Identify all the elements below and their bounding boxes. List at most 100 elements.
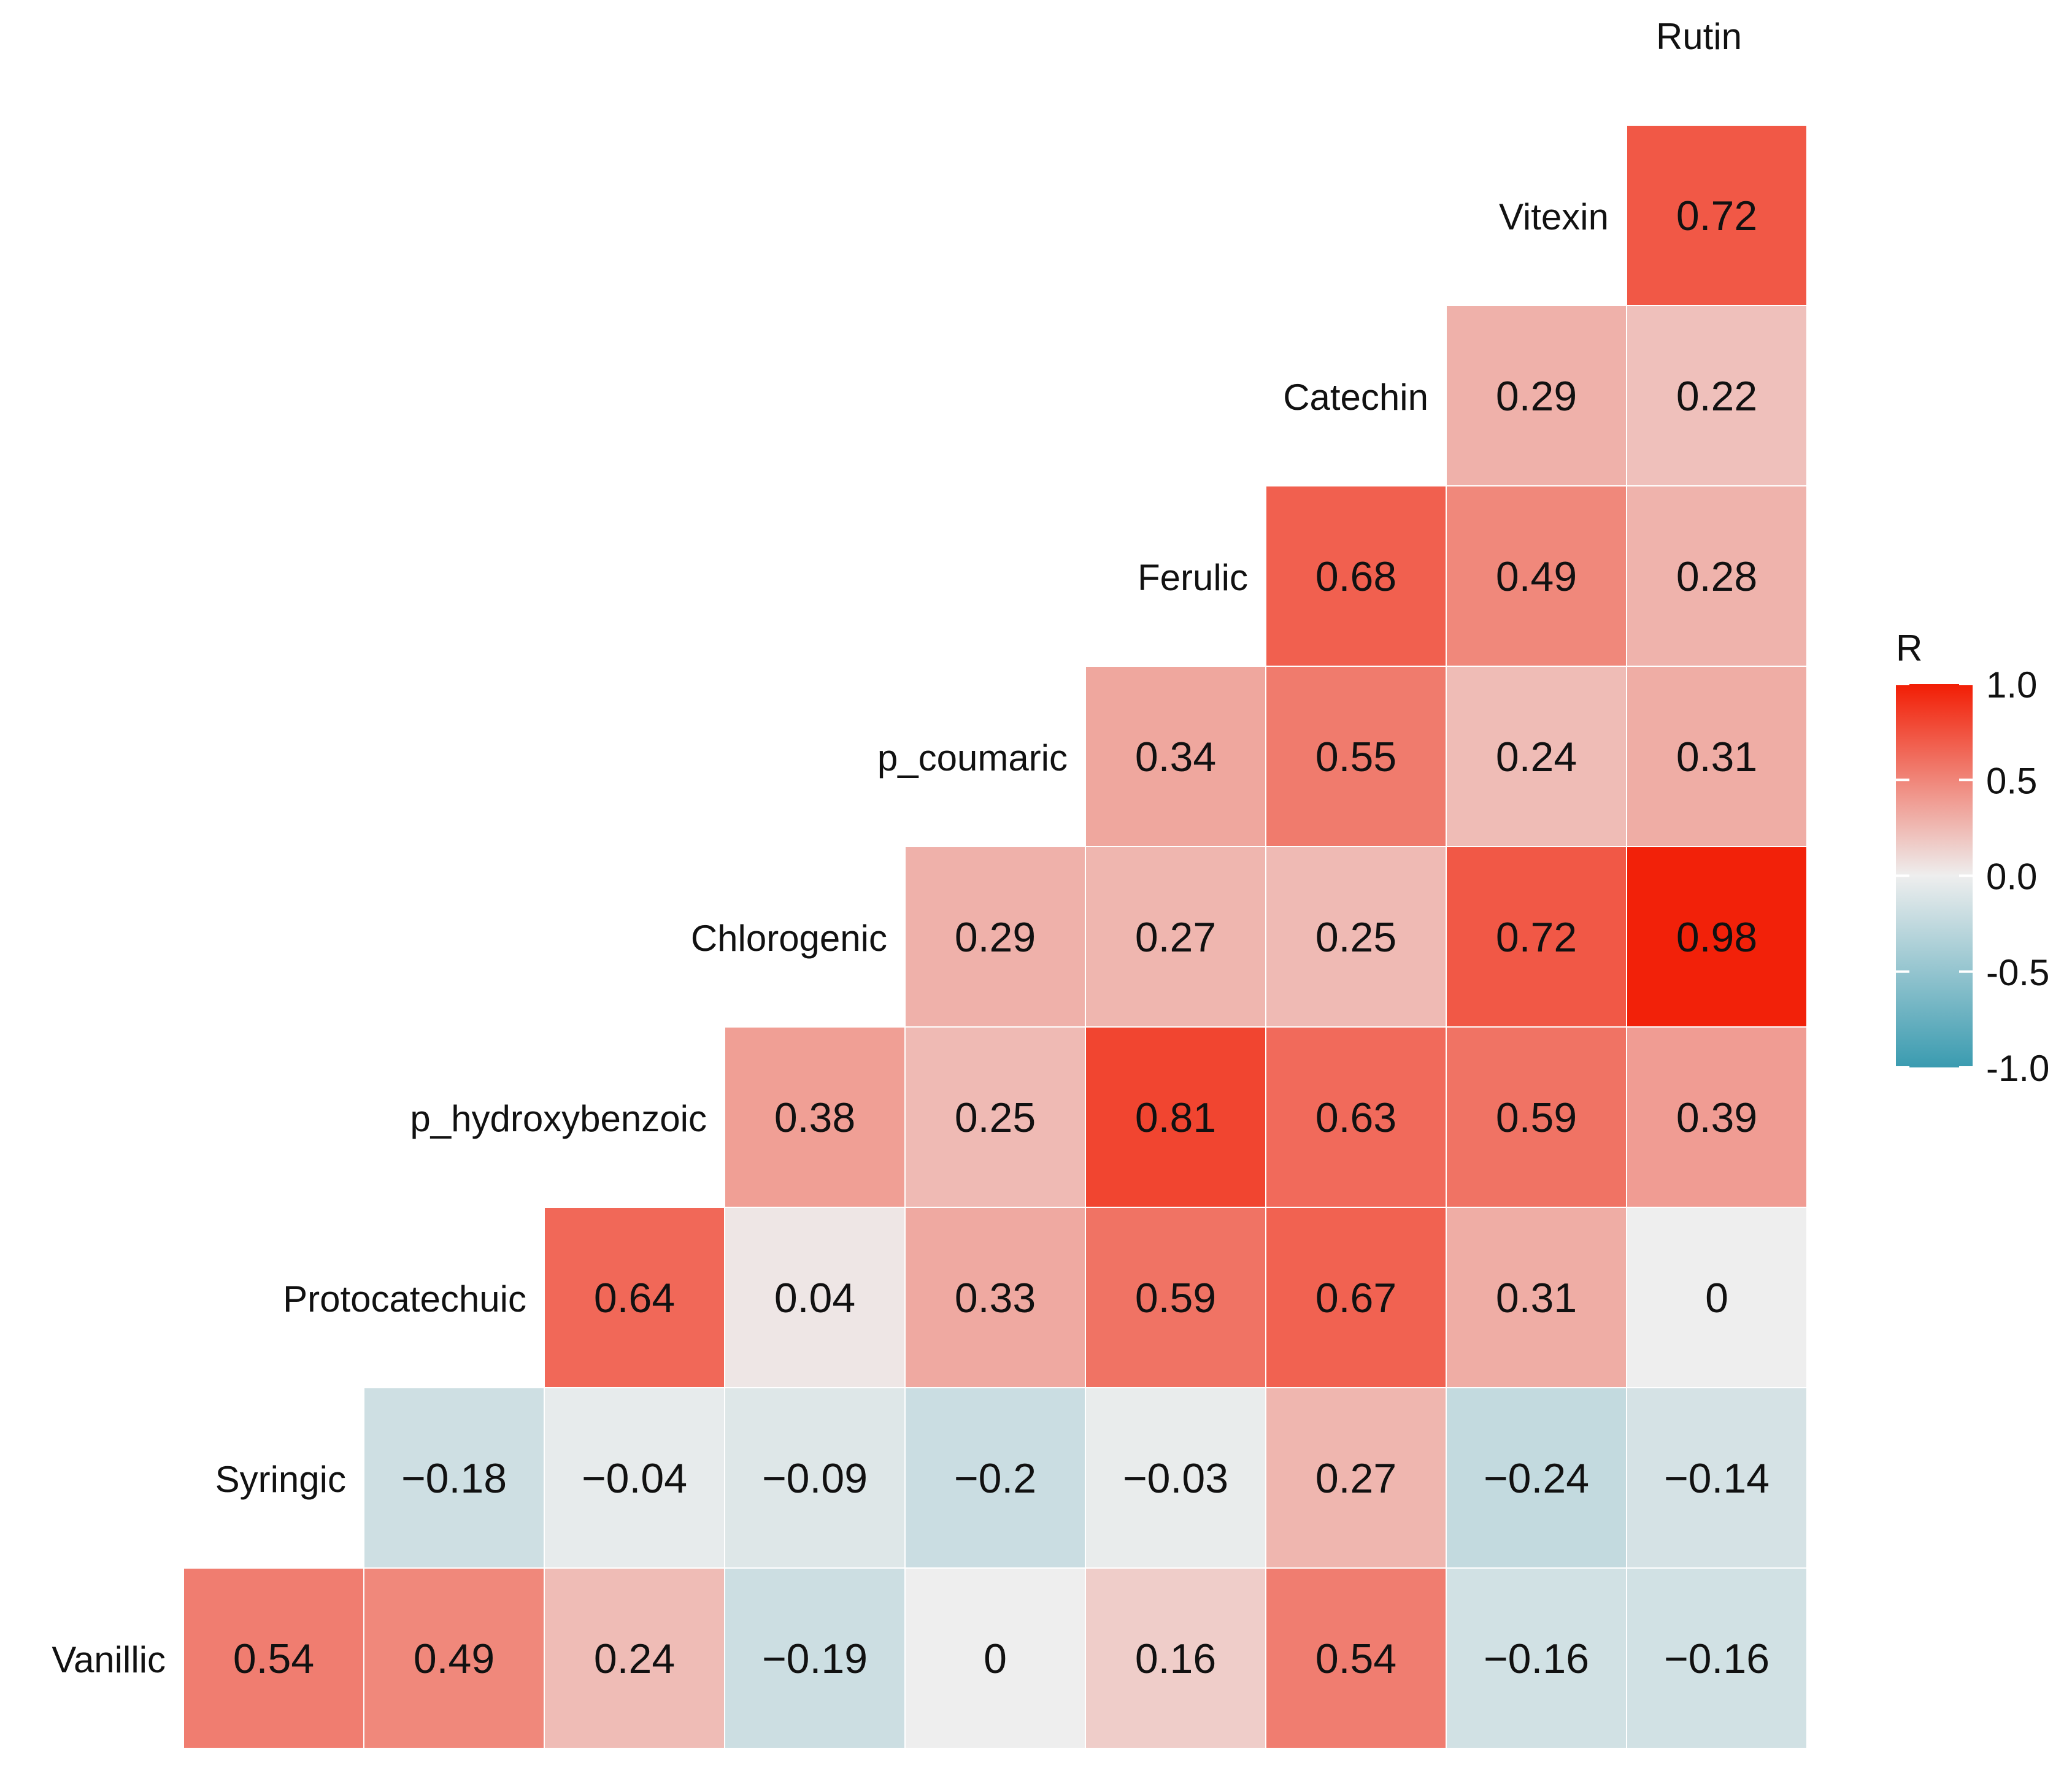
cell-p-coumaric-ferulic [1086, 667, 1265, 846]
cell-vanillic-p-coumaric [906, 1569, 1085, 1748]
row-label-p-hydroxybenzoic: p_hydroxybenzoic [410, 1098, 707, 1139]
cell-p-hydroxybenzoic-chlorogenic [725, 1028, 904, 1207]
cell-value-ferulic-vitexin: 0.49 [1496, 553, 1577, 600]
cell-vanillic-protocatechuic [364, 1569, 544, 1748]
legend-title: R [1896, 628, 1922, 669]
cell-value-p-coumaric-rutin: 0.31 [1676, 734, 1757, 780]
cell-value-vanillic-p-coumaric: 0 [984, 1636, 1007, 1682]
legend-tick-label: -0.5 [1986, 952, 2049, 993]
cell-value-protocatechuic-rutin: 0 [1705, 1275, 1728, 1321]
row-label-catechin: Catechin [1283, 377, 1428, 418]
cell-value-chlorogenic-p-coumaric: 0.29 [955, 914, 1036, 961]
cell-value-p-hydroxybenzoic-vitexin: 0.59 [1496, 1094, 1577, 1141]
cell-value-catechin-vitexin: 0.29 [1496, 373, 1577, 420]
cell-vanillic-p-hydroxybenzoic [545, 1569, 724, 1748]
cell-p-coumaric-catechin [1266, 667, 1446, 846]
cell-value-syringic-catechin: 0.27 [1315, 1455, 1396, 1502]
cell-chlorogenic-vitexin [1447, 847, 1626, 1026]
cell-value-protocatechuic-catechin: 0.67 [1315, 1275, 1396, 1321]
cell-value-p-coumaric-catechin: 0.55 [1315, 734, 1396, 780]
cell-vanillic-ferulic [1086, 1569, 1265, 1748]
cell-value-p-coumaric-vitexin: 0.24 [1496, 734, 1577, 780]
cell-value-vanillic-catechin: 0.54 [1315, 1636, 1396, 1682]
row-label-protocatechuic: Protocatechuic [283, 1278, 526, 1320]
cell-value-protocatechuic-p-coumaric: 0.33 [955, 1275, 1036, 1321]
cell-p-hydroxybenzoic-ferulic [1086, 1028, 1265, 1207]
cell-value-vanillic-vitexin: −0.16 [1484, 1636, 1589, 1682]
cell-value-syringic-vitexin: −0.24 [1484, 1455, 1589, 1502]
cell-value-syringic-ferulic: −0.03 [1123, 1455, 1228, 1502]
cell-protocatechuic-vitexin [1447, 1208, 1626, 1387]
cell-chlorogenic-p-coumaric [906, 847, 1085, 1026]
cell-value-protocatechuic-p-hydroxybenzoic: 0.64 [594, 1275, 675, 1321]
cell-catechin-rutin [1627, 306, 1806, 485]
cell-syringic-catechin [1266, 1388, 1446, 1567]
cell-vanillic-syringic [184, 1569, 363, 1748]
cell-value-protocatechuic-vitexin: 0.31 [1496, 1275, 1577, 1321]
cell-protocatechuic-p-coumaric [906, 1208, 1085, 1387]
cell-vanillic-catechin [1266, 1569, 1446, 1748]
legend-tick-label: 0.5 [1986, 760, 2037, 801]
row-label-ferulic: Ferulic [1138, 557, 1248, 598]
cell-p-hydroxybenzoic-rutin [1627, 1028, 1806, 1207]
cell-syringic-vitexin [1447, 1388, 1626, 1567]
cell-value-chlorogenic-catechin: 0.25 [1315, 914, 1396, 961]
cell-protocatechuic-catechin [1266, 1208, 1446, 1387]
cell-chlorogenic-catechin [1266, 847, 1446, 1026]
cell-p-coumaric-rutin [1627, 667, 1806, 846]
cell-syringic-p-coumaric [906, 1388, 1085, 1567]
cell-syringic-p-hydroxybenzoic [545, 1388, 724, 1567]
cell-value-p-hydroxybenzoic-rutin: 0.39 [1676, 1094, 1757, 1141]
cell-value-p-hydroxybenzoic-catechin: 0.63 [1315, 1094, 1396, 1141]
cell-value-syringic-rutin: −0.14 [1664, 1455, 1770, 1502]
cell-ferulic-rutin [1627, 486, 1806, 666]
cell-protocatechuic-p-hydroxybenzoic [545, 1208, 724, 1387]
cell-chlorogenic-rutin [1627, 847, 1806, 1026]
cell-value-chlorogenic-ferulic: 0.27 [1135, 914, 1216, 961]
cell-value-vanillic-syringic: 0.54 [233, 1636, 314, 1682]
cell-ferulic-vitexin [1447, 486, 1626, 666]
cell-syringic-chlorogenic [725, 1388, 904, 1567]
cell-value-catechin-rutin: 0.22 [1676, 373, 1757, 420]
row-label-chlorogenic: Chlorogenic [691, 918, 887, 959]
legend-tick-label: 1.0 [1986, 664, 2037, 705]
cell-vanillic-vitexin [1447, 1569, 1626, 1748]
cell-catechin-vitexin [1447, 306, 1626, 485]
legend-tick-label: -1.0 [1986, 1048, 2049, 1089]
legend-tick-label: 0.0 [1986, 856, 2037, 898]
cell-syringic-rutin [1627, 1388, 1806, 1567]
cell-vanillic-chlorogenic [725, 1569, 904, 1748]
cell-value-vanillic-p-hydroxybenzoic: 0.24 [594, 1636, 675, 1682]
cell-value-chlorogenic-rutin: 0.98 [1676, 914, 1757, 961]
cell-value-ferulic-catechin: 0.68 [1315, 553, 1396, 600]
cell-value-p-coumaric-ferulic: 0.34 [1135, 734, 1216, 780]
cell-value-syringic-chlorogenic: −0.09 [762, 1455, 868, 1502]
cell-value-chlorogenic-vitexin: 0.72 [1496, 914, 1577, 961]
cell-value-p-hydroxybenzoic-chlorogenic: 0.38 [774, 1094, 855, 1141]
cell-value-vanillic-ferulic: 0.16 [1135, 1636, 1216, 1682]
heatmap-axis-labels: Rutin Vitexin Catechin Ferulic p_coumaric Chl… [52, 16, 1742, 1680]
cell-value-p-hydroxybenzoic-ferulic: 0.81 [1135, 1094, 1216, 1141]
cell-value-syringic-p-coumaric: −0.2 [954, 1455, 1036, 1502]
cell-chlorogenic-ferulic [1086, 847, 1265, 1026]
row-label-syringic: Syringic [215, 1459, 346, 1500]
cell-p-hydroxybenzoic-p-coumaric [906, 1028, 1085, 1207]
cell-vitexin-rutin [1627, 126, 1806, 305]
cell-vanillic-rutin [1627, 1569, 1806, 1748]
row-label-vitexin: Vitexin [1499, 196, 1609, 237]
cell-p-hydroxybenzoic-vitexin [1447, 1028, 1626, 1207]
cell-value-vanillic-protocatechuic: 0.49 [414, 1636, 495, 1682]
cell-syringic-protocatechuic [364, 1388, 544, 1567]
cell-value-syringic-p-hydroxybenzoic: −0.04 [582, 1455, 687, 1502]
cell-value-ferulic-rutin: 0.28 [1676, 553, 1757, 600]
cell-value-vitexin-rutin: 0.72 [1676, 193, 1757, 239]
cell-protocatechuic-ferulic [1086, 1208, 1265, 1387]
cell-value-vanillic-rutin: −0.16 [1664, 1636, 1770, 1682]
cell-value-p-hydroxybenzoic-p-coumaric: 0.25 [955, 1094, 1036, 1141]
row-label-rutin: Rutin [1656, 16, 1742, 57]
row-label-vanillic: Vanillic [52, 1639, 166, 1680]
cell-protocatechuic-chlorogenic [725, 1208, 904, 1387]
cell-value-vanillic-chlorogenic: −0.19 [762, 1636, 868, 1682]
